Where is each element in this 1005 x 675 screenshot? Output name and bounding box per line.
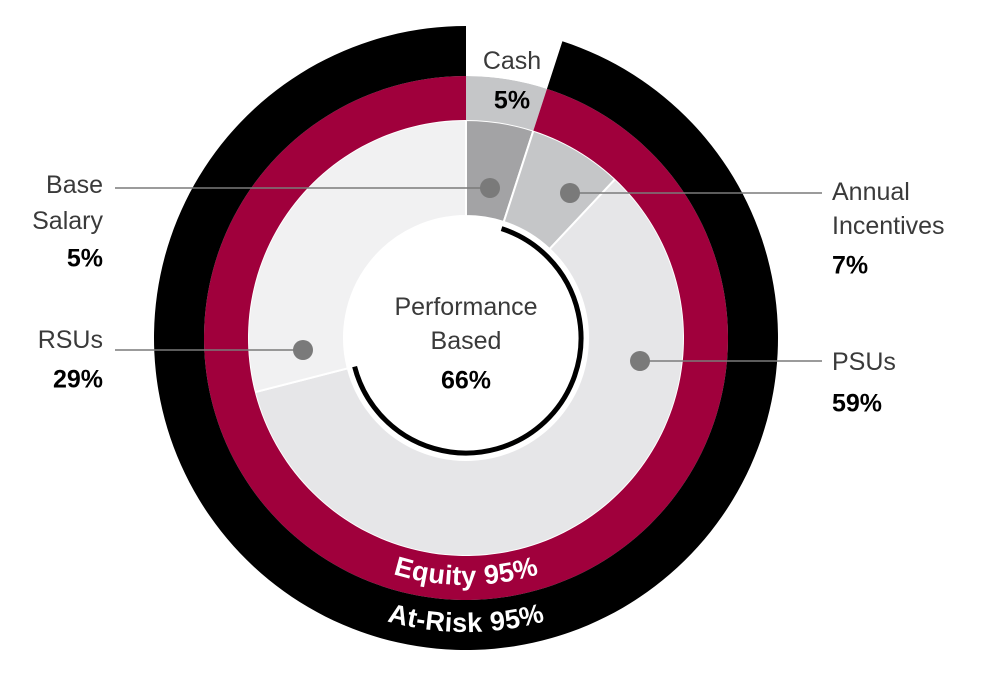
segment-label: Annual Incentives: [832, 178, 945, 240]
cash-label: Cash: [483, 47, 541, 75]
segment-label: PSUs: [832, 348, 896, 376]
cash-label-value: 5%: [494, 87, 530, 115]
center-arc: [352, 226, 584, 456]
leader-dot: [630, 351, 650, 371]
segment-label-value: 5%: [67, 245, 103, 273]
segment-label-value: 59%: [832, 390, 882, 418]
segment-label-value: 29%: [53, 366, 103, 394]
leader-dot: [560, 183, 580, 203]
segment-label-value: 7%: [832, 252, 868, 280]
ring-segment: [466, 76, 547, 131]
rings: [153, 26, 778, 650]
leader-dot: [293, 340, 313, 360]
ring-segment: [466, 26, 563, 89]
segment-label: Base Salary: [32, 171, 103, 235]
center-label: Performance Based: [394, 293, 537, 355]
segment-label: RSUs: [38, 326, 103, 354]
leader-dot: [480, 178, 500, 198]
center-label-value: 66%: [441, 367, 491, 395]
